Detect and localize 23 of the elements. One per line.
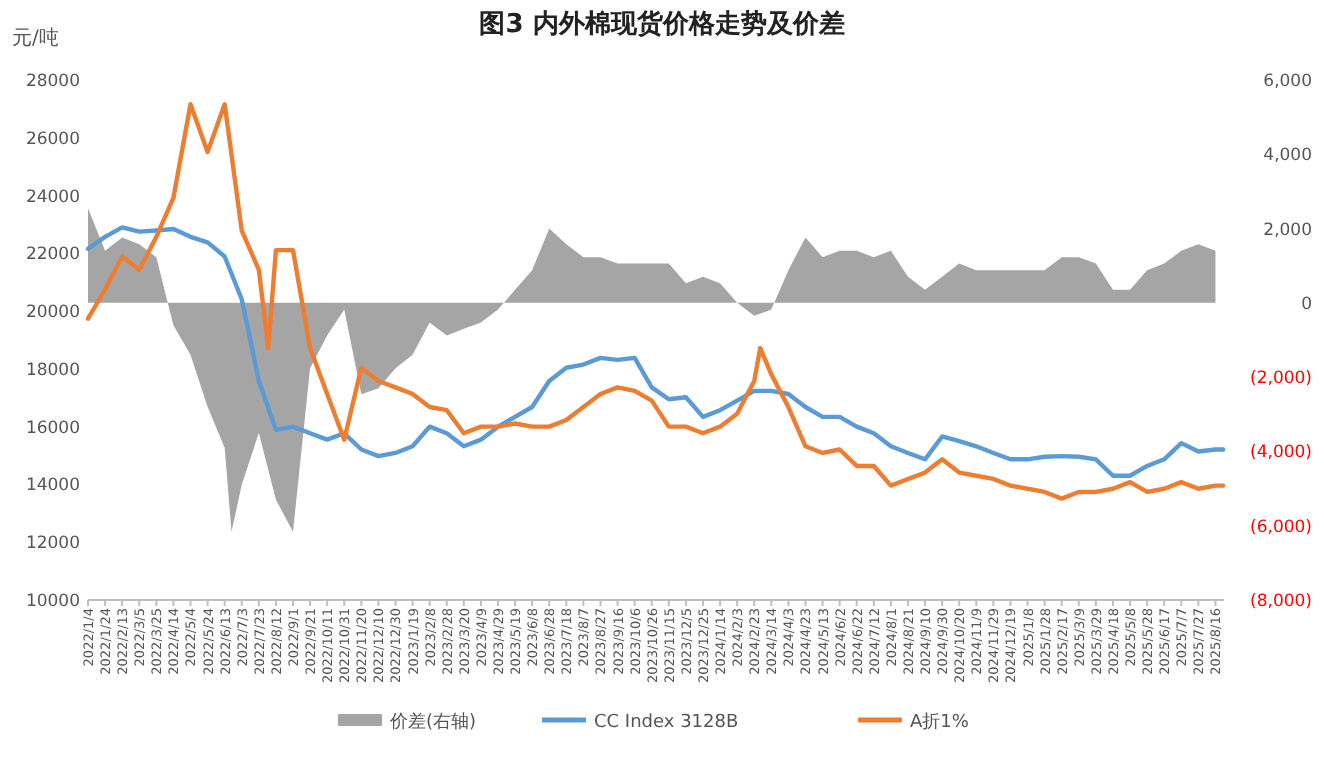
- chart-title: 图3 内外棉现货价格走势及价差: [479, 8, 845, 40]
- y-axis-title: 元/吨: [12, 26, 59, 50]
- y-tick-label: 14000: [25, 476, 80, 497]
- y2-tick-label: 6,000: [1263, 72, 1312, 92]
- y-tick-label: 28000: [25, 72, 80, 92]
- y2-tick-label: (6,000): [1250, 517, 1312, 538]
- y-tick-label: 24000: [25, 187, 80, 208]
- y2-tick-label: (4,000): [1250, 443, 1312, 464]
- y-tick-label: 16000: [25, 418, 80, 439]
- y-tick-label: 18000: [25, 360, 80, 381]
- legend-label: 价差(右轴): [388, 711, 477, 733]
- y-tick-label: 22000: [25, 245, 80, 266]
- y2-tick-label: (2,000): [1250, 369, 1312, 390]
- y2-tick-label: 0: [1301, 294, 1312, 315]
- y-tick-label: 20000: [25, 303, 80, 324]
- y-tick-label: 12000: [25, 534, 80, 555]
- legend-label: CC Index 3128B: [594, 713, 739, 733]
- legend-label: A折1%: [910, 711, 970, 733]
- y2-tick-label: 4,000: [1263, 146, 1312, 167]
- y2-tick-label: 2,000: [1263, 220, 1312, 241]
- y2-tick-label: (8,000): [1250, 592, 1312, 612]
- y-tick-label: 26000: [25, 129, 80, 150]
- y-tick-label: 10000: [25, 592, 80, 612]
